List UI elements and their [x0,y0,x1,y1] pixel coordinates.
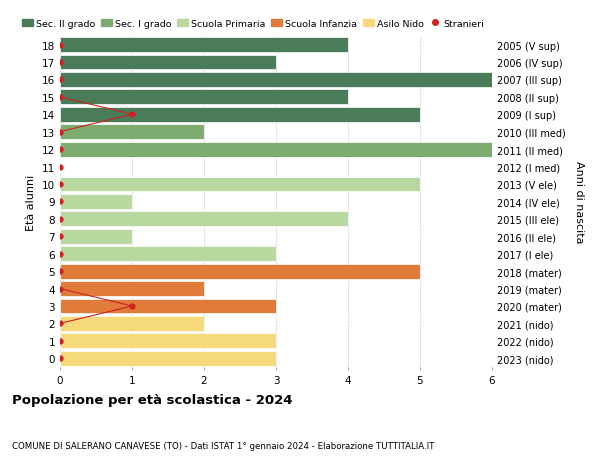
Bar [60,142,492,157]
Bar [60,90,348,105]
Y-axis label: Anni di nascita: Anni di nascita [574,161,584,243]
Bar [60,212,348,227]
Bar [60,125,204,140]
Bar [60,56,276,70]
Text: COMUNE DI SALERANO CANAVESE (TO) - Dati ISTAT 1° gennaio 2024 - Elaborazione TUT: COMUNE DI SALERANO CANAVESE (TO) - Dati … [12,441,434,450]
Bar [60,73,492,88]
Bar [60,195,132,209]
Text: Popolazione per età scolastica - 2024: Popolazione per età scolastica - 2024 [12,393,293,406]
Bar [60,264,420,279]
Bar [60,107,420,123]
Bar [60,281,204,297]
Bar [60,247,276,262]
Bar [60,334,276,348]
Bar [60,230,132,244]
Bar [60,177,420,192]
Bar [60,351,276,366]
Bar [60,316,204,331]
Bar [60,38,348,53]
Y-axis label: Età alunni: Età alunni [26,174,37,230]
Bar [60,299,276,313]
Legend: Sec. II grado, Sec. I grado, Scuola Primaria, Scuola Infanzia, Asilo Nido, Stran: Sec. II grado, Sec. I grado, Scuola Prim… [22,20,485,29]
